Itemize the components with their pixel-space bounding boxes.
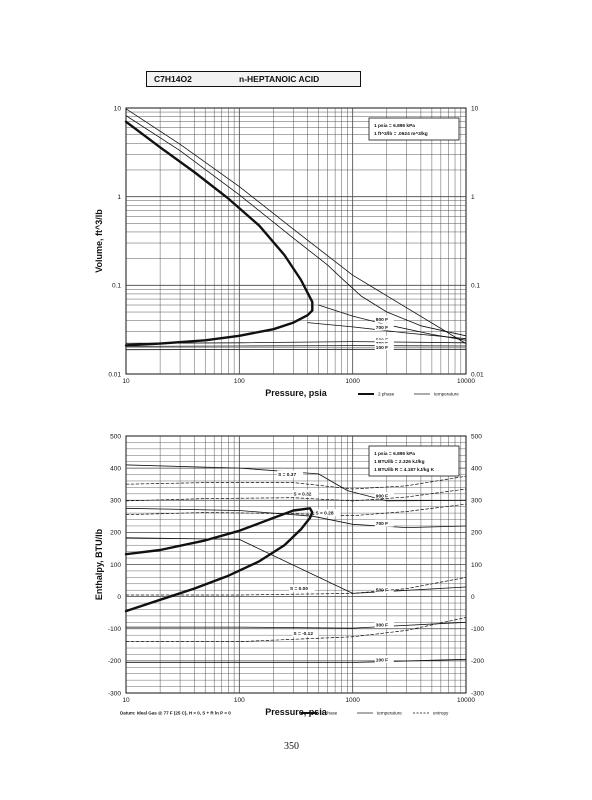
x-tick-label: 1000	[345, 697, 360, 704]
curve-label: 300 F	[376, 622, 388, 628]
y-tick-label-left: 400	[110, 465, 121, 472]
y-tick-label-left: -200	[108, 658, 121, 665]
curve-label-bg	[374, 335, 394, 343]
annotation-bg	[314, 509, 341, 517]
curve-label-bg	[374, 343, 394, 351]
y-tick-label-left: 0	[117, 594, 121, 601]
curve-label: 700 F	[376, 325, 388, 331]
y-tick-label-left: 10	[114, 105, 122, 112]
title-box: C7H14O2 n-HEPTANOIC ACID	[146, 71, 361, 87]
conversion-text: 1 psia = 6.895 kPa	[374, 451, 415, 457]
curve-label-bg	[374, 315, 394, 323]
annotation-bg	[277, 470, 304, 478]
x-tick-label: 100	[234, 697, 245, 704]
series-line	[125, 345, 467, 347]
y-tick-label-left: 0.1	[112, 283, 121, 290]
conversion-text: 1 BTU/lb = 2.326 kJ/kg	[374, 459, 425, 465]
entropy-annotation: S = 0.32	[293, 491, 311, 497]
series-line	[125, 621, 467, 629]
curve-label: 800 F	[376, 317, 388, 323]
y-tick-label-left: 100	[110, 562, 121, 569]
y-tick-label-right: -200	[471, 658, 484, 665]
series-line	[125, 577, 467, 596]
conversion-text: 1 psia = 6.895 kPa	[374, 123, 415, 129]
y-tick-label-right: 200	[471, 530, 482, 537]
y-tick-label-right: -300	[471, 690, 484, 697]
y-tick-label-right: 0.1	[471, 283, 480, 290]
series-line	[124, 507, 314, 613]
y-tick-label-left: 200	[110, 530, 121, 537]
x-tick-label: 10000	[457, 697, 475, 704]
y-tick-label-left: -300	[108, 690, 121, 697]
series-line	[125, 507, 467, 528]
series-line	[125, 108, 467, 345]
y-tick-label-left: -100	[108, 626, 121, 633]
series-line	[125, 475, 467, 490]
curve-label: 100 F	[376, 345, 388, 351]
conversion-box	[368, 445, 460, 477]
legend-label: entropy	[433, 711, 449, 716]
curve-label-bg	[374, 519, 394, 527]
legend-label: 2 phase	[378, 392, 395, 397]
plot-frame	[125, 107, 467, 375]
annotation-bg	[292, 489, 319, 497]
legend-label: temperature	[377, 711, 402, 716]
y-axis-label: Enthalpy, BTU/lb	[94, 528, 104, 600]
series-line	[125, 464, 467, 502]
legend-label: temperature	[434, 392, 459, 397]
x-tick-label: 10000	[457, 378, 475, 385]
x-tick-label: 1000	[345, 378, 360, 385]
y-tick-label-right: 0.01	[471, 371, 484, 378]
y-tick-label-left: 0.01	[108, 371, 121, 378]
x-tick-label: 10	[122, 378, 130, 385]
curve-label-bg	[374, 492, 394, 500]
y-tick-label-right: 100	[471, 562, 482, 569]
page-number: 350	[284, 741, 299, 752]
curve-label: 900 F	[376, 494, 388, 500]
conversion-box	[368, 117, 460, 141]
series-line	[124, 120, 314, 347]
conversion-text: 1 BTU/lb R = 4.187 kJ/kg K	[374, 467, 435, 473]
legend-label: 2 phase	[321, 711, 338, 716]
curve-label: 100 F	[376, 657, 388, 663]
y-tick-label-right: 0	[471, 594, 475, 601]
y-tick-label-right: 500	[471, 433, 482, 440]
x-axis-label: Pressure, psia	[265, 388, 328, 398]
x-tick-label: 10	[122, 697, 130, 704]
annotation-bg	[289, 584, 316, 592]
y-tick-label-right: 10	[471, 105, 479, 112]
curve-label-bg	[374, 339, 394, 347]
y-tick-label-right: -100	[471, 626, 484, 633]
curve-label-bg	[374, 655, 394, 663]
y-tick-label-left: 500	[110, 433, 121, 440]
entropy-annotation: S = 0.37	[278, 472, 296, 478]
series-line	[125, 341, 467, 344]
datum-footnote: Datum: Ideal Gas @ 77 F (25 C), H = 0, S…	[120, 711, 231, 716]
series-line	[125, 617, 467, 642]
conversion-text: 1 ft^3/lb = .0624 m^3/kg	[374, 131, 428, 137]
curve-label: 700 F	[376, 521, 388, 527]
x-tick-label: 100	[234, 378, 245, 385]
y-tick-label-left: 1	[117, 194, 121, 201]
series-line	[125, 488, 467, 502]
x-axis-label: Pressure, psia	[265, 707, 328, 717]
compound-name: n-HEPTANOIC ACID	[239, 74, 320, 84]
entropy-annotation: S = 0.00	[290, 586, 308, 592]
entropy-annotation: S = -0.12	[293, 631, 313, 637]
series-line	[125, 537, 467, 594]
compound-formula: C7H14O2	[154, 74, 192, 84]
y-tick-label-right: 400	[471, 465, 482, 472]
curve-label-bg	[374, 323, 394, 331]
y-tick-label-right: 1	[471, 194, 475, 201]
y-tick-label-left: 300	[110, 498, 121, 505]
curve-label-bg	[374, 620, 394, 628]
y-axis-label: Volume, ft^3/lb	[94, 209, 104, 273]
curve-label-bg	[374, 586, 394, 594]
series-line	[125, 115, 467, 337]
series-line	[125, 658, 467, 663]
y-tick-label-right: 300	[471, 498, 482, 505]
annotation-bg	[292, 629, 319, 637]
entropy-annotation: S = 0.28	[316, 511, 334, 517]
